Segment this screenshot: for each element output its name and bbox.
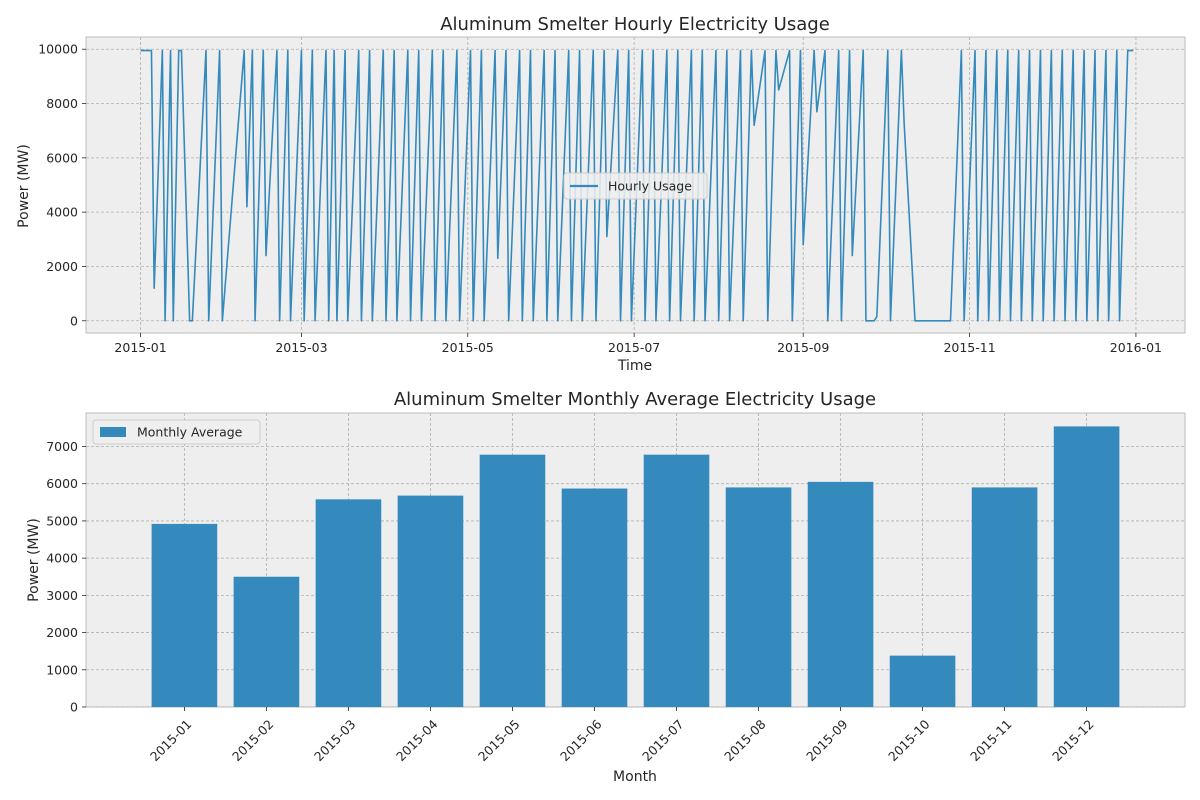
monthly-legend-label: Monthly Average — [137, 425, 243, 440]
hourly-x-tick-label: 2015-01 — [114, 340, 166, 355]
hourly-x-tick-label: 2015-03 — [275, 340, 327, 355]
monthly-y-tick-label: 6000 — [46, 476, 78, 491]
monthly-x-tick-label: 2015-04 — [393, 716, 441, 764]
hourly-legend-box — [563, 172, 708, 200]
monthly-x-tick-label: 2015-01 — [147, 717, 195, 765]
monthly-x-axis-label: Month — [613, 769, 657, 785]
hourly-x-tick-label: 2015-07 — [608, 340, 660, 355]
monthly-bar-2015-10 — [889, 655, 956, 707]
monthly-bar-2015-08 — [725, 487, 792, 707]
monthly-y-tick-label: 2000 — [46, 625, 78, 640]
monthly-x-tick-label: 2015-10 — [885, 716, 933, 764]
monthly-bar-2015-03 — [315, 499, 382, 707]
monthly-bar-2015-02 — [233, 576, 300, 707]
monthly-x-tick-label: 2015-05 — [475, 717, 523, 765]
monthly-average-chart: 2015-01 2015-02 2015-03 2015-04 2015-05 2015-… — [26, 389, 1186, 785]
hourly-legend: Hourly Usage — [563, 172, 708, 200]
monthly-legend-box — [92, 419, 261, 445]
monthly-y-tick-label: 3000 — [46, 588, 78, 603]
monthly-y-tick-label: 4000 — [46, 551, 78, 566]
hourly-x-tick-label: 2015-09 — [777, 340, 829, 355]
monthly-x-tick-label: 2015-11 — [967, 717, 1015, 765]
monthly-bar-2015-05 — [479, 454, 546, 707]
monthly-bar-2015-12 — [1053, 426, 1120, 707]
hourly-y-tick-label: 0 — [70, 313, 78, 328]
monthly-bar-2015-04 — [397, 495, 464, 707]
hourly-x-tick-label: 2015-05 — [442, 340, 494, 355]
hourly-y-tick-label: 4000 — [46, 205, 78, 220]
monthly-y-tick-label: 5000 — [46, 513, 78, 528]
hourly-legend-label: Hourly Usage — [608, 179, 692, 194]
monthly-bar-2015-06 — [561, 488, 628, 707]
hourly-x-tick-label: 2015-11 — [943, 340, 995, 355]
monthly-bar-2015-01 — [151, 523, 218, 707]
hourly-chart-title: Aluminum Smelter Hourly Electricity Usag… — [440, 14, 830, 35]
monthly-x-tick-label: 2015-09 — [803, 716, 851, 764]
monthly-legend-swatch — [100, 427, 126, 437]
monthly-x-tick-label: 2015-02 — [229, 717, 277, 765]
hourly-y-tick-label: 6000 — [46, 150, 78, 165]
monthly-legend: Monthly Average — [92, 419, 261, 445]
monthly-bar-2015-09 — [807, 481, 874, 707]
monthly-y-tick-label: 7000 — [46, 439, 78, 454]
monthly-x-tick-label: 2015-06 — [557, 716, 605, 764]
monthly-bar-2015-07 — [643, 454, 710, 707]
monthly-y-tick-label: 0 — [70, 700, 78, 715]
hourly-y-tick-label: 8000 — [46, 96, 78, 111]
monthly-bar-2015-11 — [971, 487, 1038, 707]
hourly-y-tick-label: 2000 — [46, 259, 78, 274]
hourly-y-tick-label: 10000 — [38, 42, 78, 57]
monthly-x-tick-label: 2015-03 — [311, 717, 359, 765]
hourly-x-axis-label: Time — [617, 358, 652, 374]
monthly-chart-title: Aluminum Smelter Monthly Average Electri… — [394, 389, 876, 410]
hourly-y-axis-label: Power (MW) — [16, 144, 32, 228]
monthly-x-tick-label: 2015-12 — [1049, 717, 1097, 765]
hourly-usage-line — [140, 49, 1134, 322]
hourly-usage-chart: 2015-01 2015-03 2015-05 2015-07 2015-09 2015-… — [16, 14, 1186, 374]
monthly-y-tick-label: 1000 — [46, 662, 78, 677]
monthly-x-tick-label: 2015-07 — [639, 717, 687, 765]
monthly-y-axis-label: Power (MW) — [26, 518, 42, 602]
monthly-x-tick-label: 2015-08 — [721, 716, 769, 764]
hourly-x-tick-label: 2016-01 — [1110, 340, 1162, 355]
